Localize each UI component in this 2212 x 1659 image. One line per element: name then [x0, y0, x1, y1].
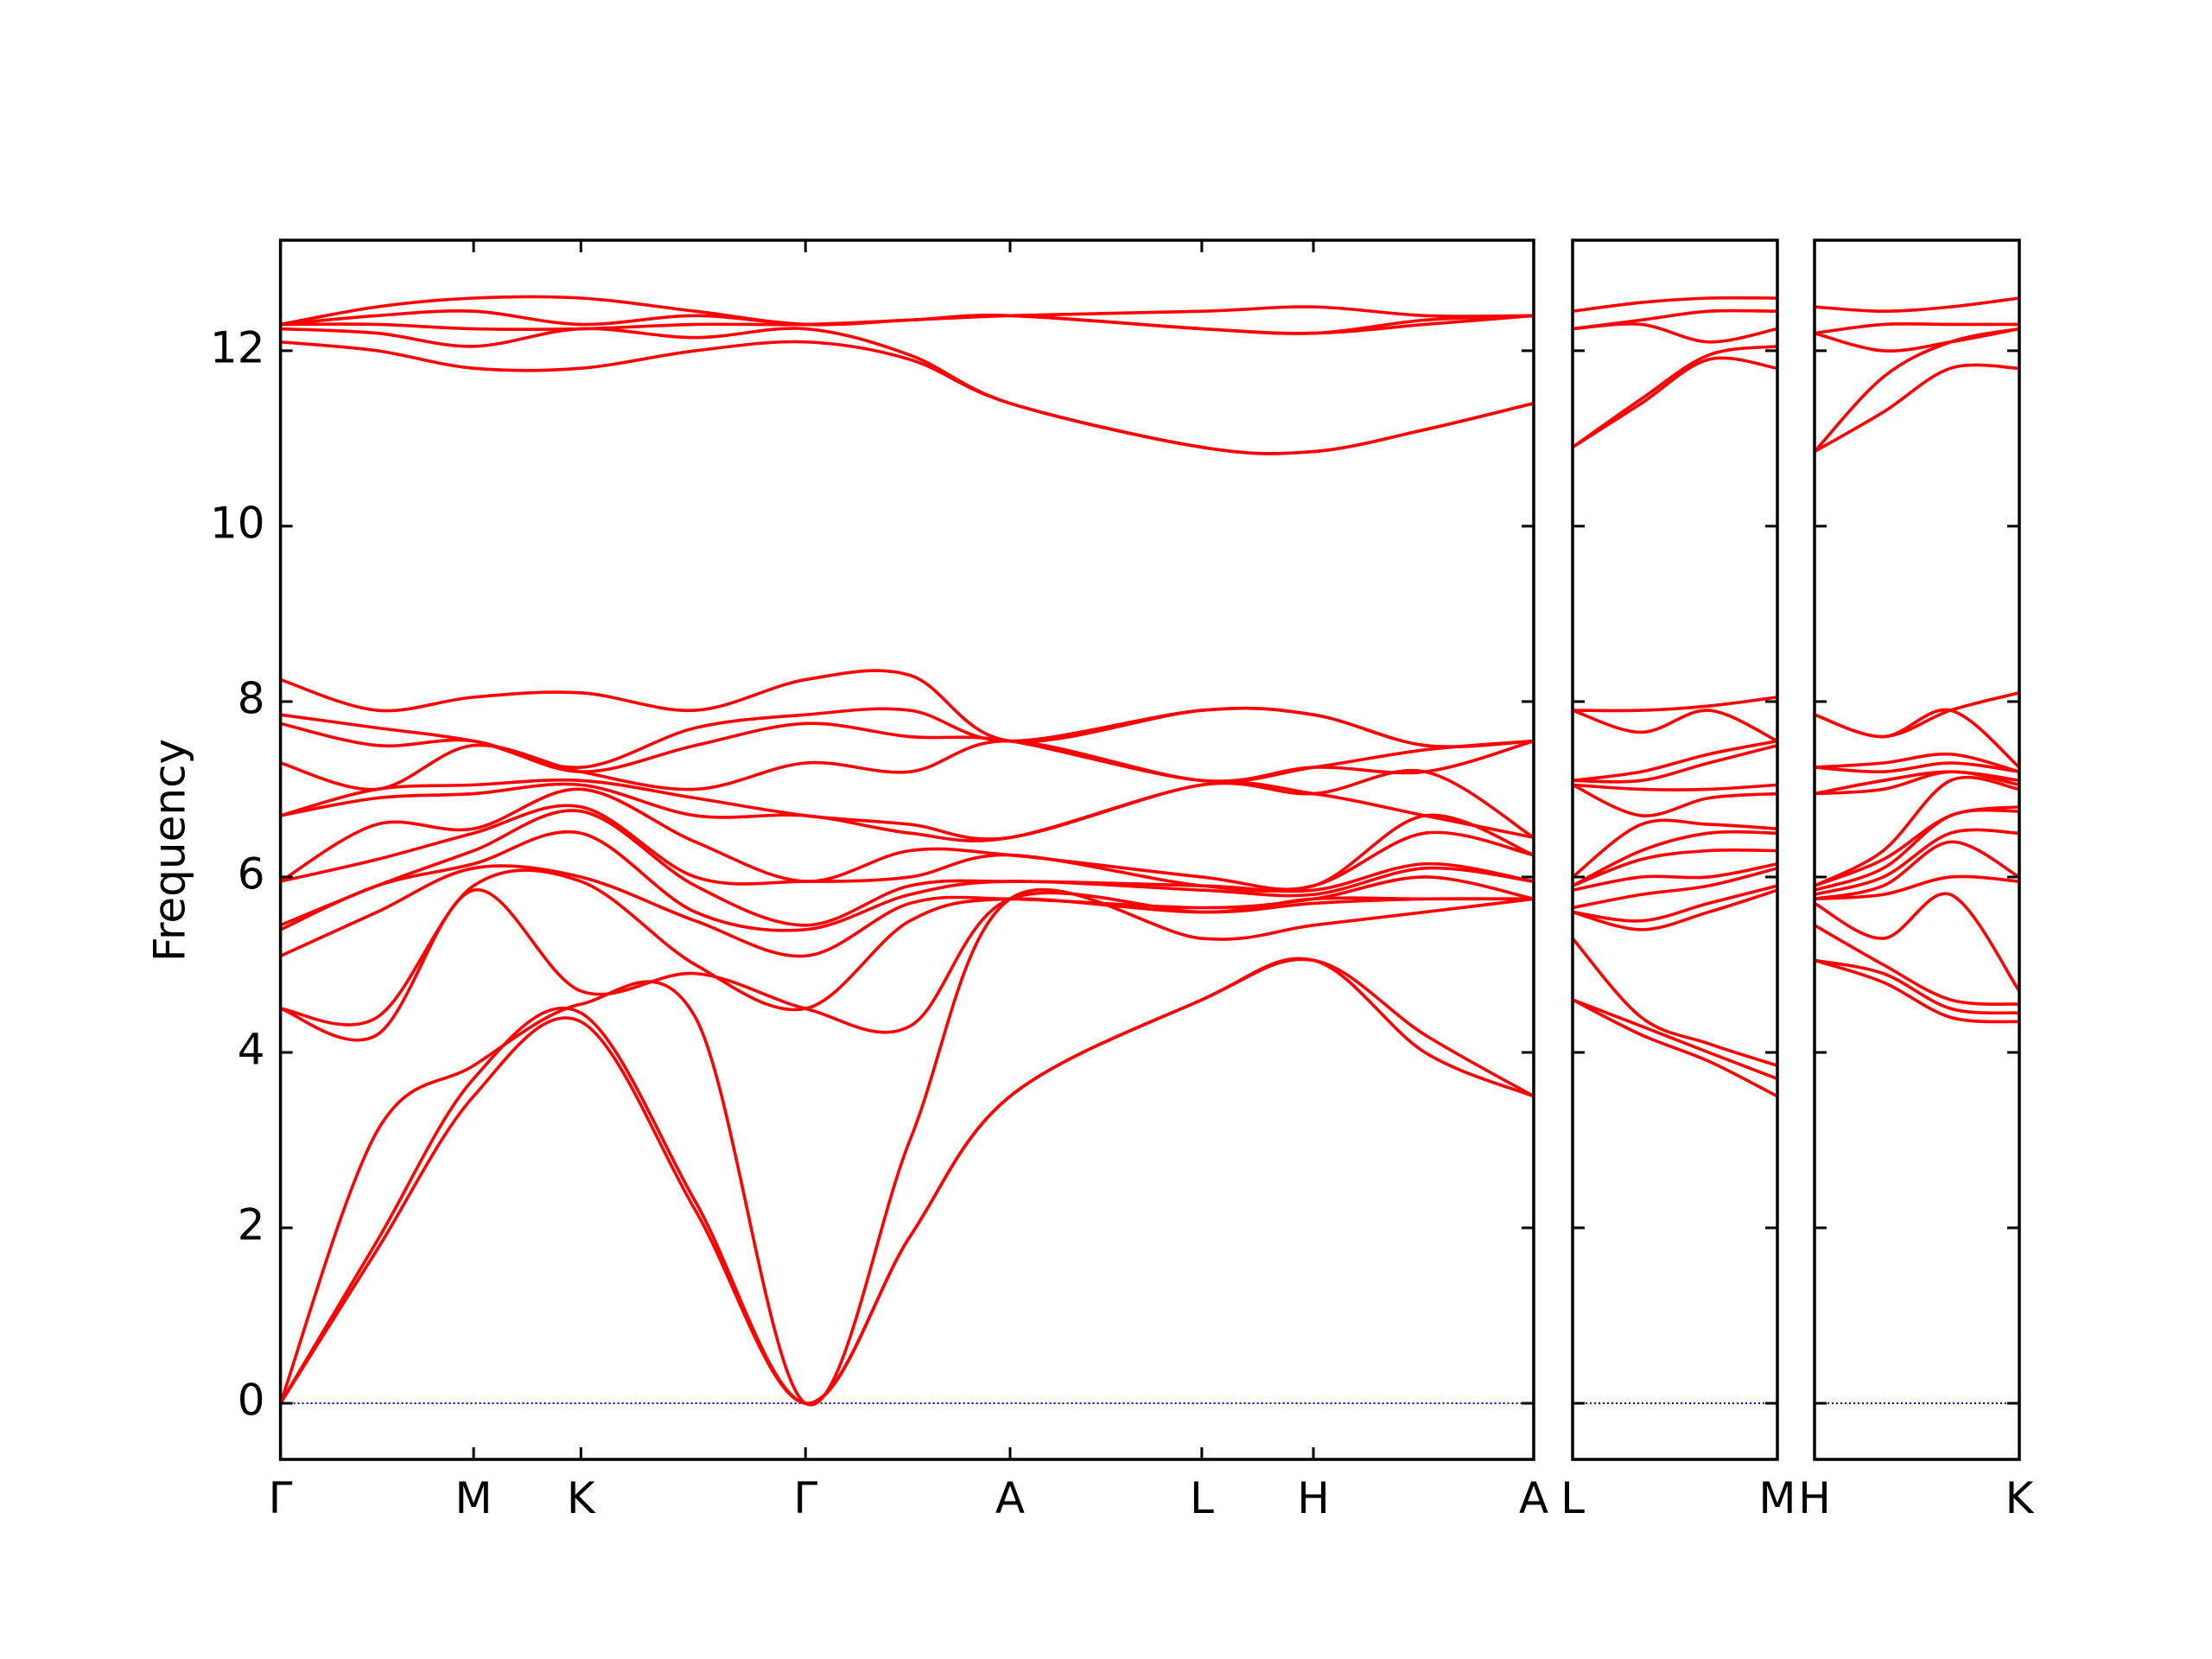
y-tick-label: 10 [210, 498, 265, 548]
y-tick-label: 12 [210, 322, 265, 372]
y-tick-label: 8 [238, 673, 265, 723]
band-line [1572, 884, 1778, 923]
x-tick-label: A [995, 1473, 1025, 1523]
band-line [1814, 296, 2020, 314]
band-line [280, 888, 1535, 1042]
band-line [279, 787, 1535, 892]
x-tick-label: M [1758, 1473, 1796, 1523]
band-line [280, 340, 1535, 455]
x-tick-label: K [567, 1473, 596, 1523]
band-line [279, 809, 1535, 927]
x-tick-label: Γ [793, 1473, 817, 1523]
y-tick-label: 6 [238, 849, 265, 899]
band-line [278, 887, 1535, 1407]
band-line [279, 864, 1535, 958]
band-line [1814, 752, 2020, 773]
band-line [280, 327, 1535, 455]
band-line [1814, 924, 2020, 1007]
band-line [1572, 867, 1778, 910]
band-line [1813, 327, 2020, 453]
y-tick-label: 4 [238, 1024, 265, 1074]
plot-frame [1813, 238, 2021, 1461]
band-line [1814, 775, 2020, 887]
band-line [279, 830, 1535, 932]
band-line [1814, 327, 2020, 353]
y-tick-label: 2 [238, 1200, 265, 1250]
band-line [1814, 321, 2019, 335]
x-tick-label: H [1798, 1473, 1831, 1523]
band-line [1814, 691, 2020, 739]
band-line [1571, 345, 1778, 449]
band-line [1572, 696, 1778, 713]
x-tick-label: H [1297, 1473, 1330, 1523]
x-tick-label: L [1190, 1473, 1214, 1523]
plot-frame [1571, 238, 1779, 1461]
band-line [1572, 783, 1778, 817]
band-line [279, 957, 1535, 1405]
band-line [1572, 356, 1778, 449]
band-line [1572, 998, 1778, 1081]
band-line [1572, 709, 1778, 743]
band-line [1814, 770, 2020, 796]
band-line [1572, 308, 1778, 331]
x-tick-label: K [2005, 1473, 2035, 1523]
band-line [1814, 761, 2020, 774]
band-line [1572, 861, 1778, 892]
band-line [280, 780, 1535, 842]
plot-frame [278, 238, 1535, 1461]
band-line [1814, 892, 2021, 992]
band-line [280, 669, 1535, 748]
y-axis-label: Frequency [145, 739, 195, 962]
band-line [1572, 888, 1778, 931]
band-line [1814, 958, 2020, 1024]
band-line [280, 295, 1535, 327]
band-line [280, 739, 1535, 791]
band-line [1572, 296, 1778, 314]
band-line [1814, 804, 2020, 887]
band-line [1571, 937, 1778, 1067]
band-line [1814, 958, 2020, 1015]
band-line [1814, 828, 2020, 897]
band-line [1572, 848, 1778, 887]
band-line [1572, 830, 1778, 887]
band-line [1572, 739, 1778, 783]
band-line [280, 769, 1535, 841]
band-line [280, 804, 1535, 893]
band-line [1572, 998, 1778, 1098]
band-line [279, 957, 1535, 1405]
band-line [1572, 322, 1778, 344]
band-line [1571, 818, 1778, 879]
band-line [1814, 874, 2020, 901]
x-tick-label: Γ [269, 1473, 293, 1523]
band-line [1814, 363, 2020, 454]
x-tick-label: L [1560, 1473, 1585, 1523]
band-line [1814, 840, 2020, 901]
x-tick-label: M [455, 1473, 493, 1523]
x-tick-label: A [1519, 1473, 1548, 1523]
y-tick-label: 0 [238, 1376, 265, 1426]
band-line [1572, 743, 1778, 784]
band-line [1814, 770, 2020, 796]
band-line [1572, 783, 1778, 791]
